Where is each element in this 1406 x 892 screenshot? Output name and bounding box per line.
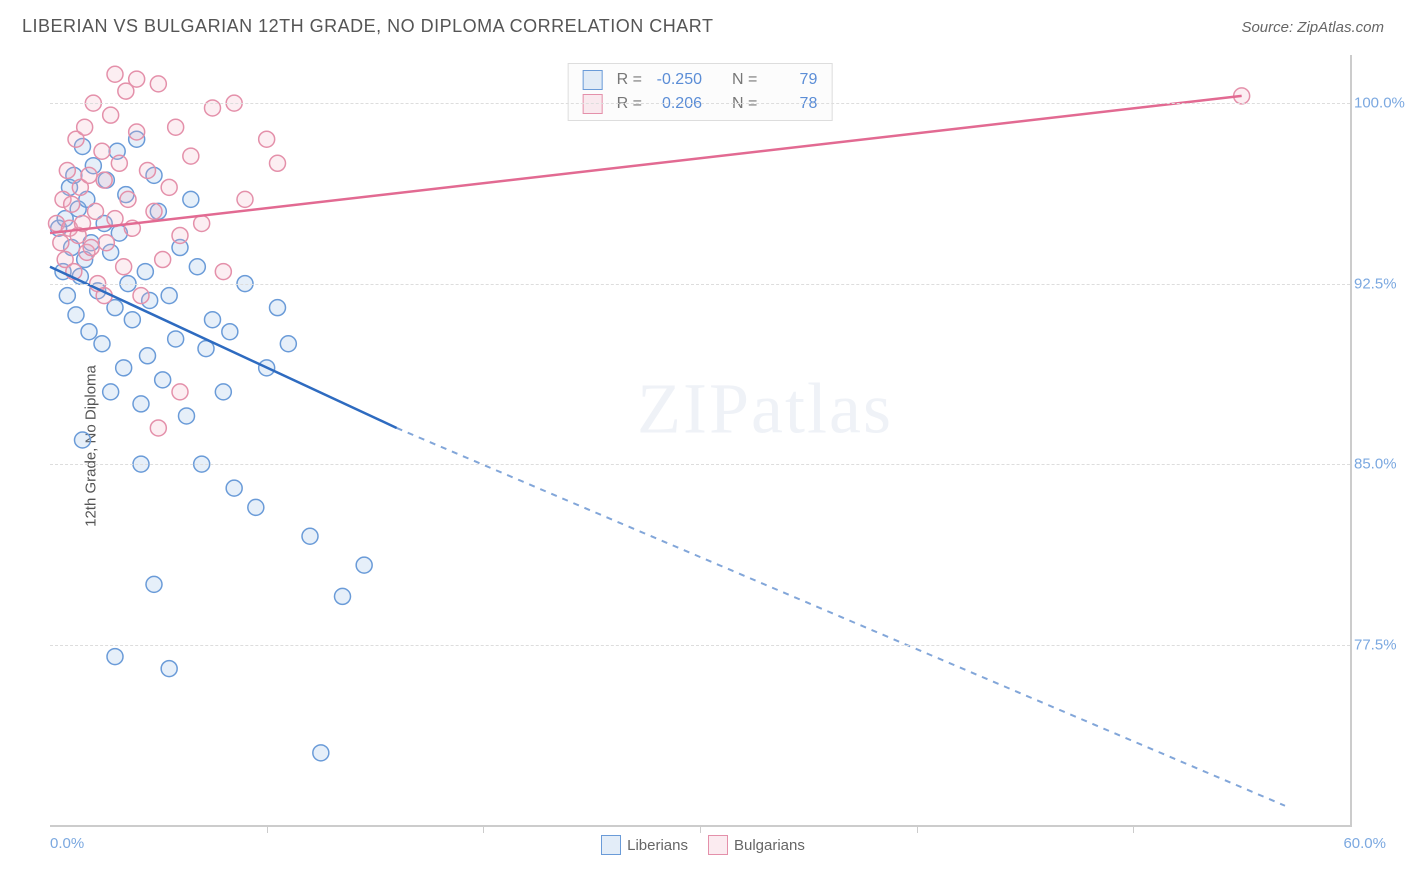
gridline-h — [50, 645, 1350, 646]
scatter-point-liberians — [75, 432, 91, 448]
chart-source: Source: ZipAtlas.com — [1241, 19, 1384, 36]
scatter-point-bulgarians — [150, 76, 166, 92]
scatter-point-liberians — [94, 336, 110, 352]
scatter-point-bulgarians — [53, 235, 69, 251]
scatter-point-bulgarians — [150, 420, 166, 436]
y-tick-label: 92.5% — [1354, 275, 1406, 292]
key-r-value: -0.250 — [650, 68, 702, 92]
x-tick — [700, 825, 701, 833]
scatter-point-bulgarians — [120, 191, 136, 207]
scatter-point-bulgarians — [194, 215, 210, 231]
scatter-point-liberians — [226, 480, 242, 496]
scatter-point-bulgarians — [259, 131, 275, 147]
plot-area: ZIPatlas R =-0.250N =79R =0.206N =78 77.… — [50, 55, 1352, 827]
scatter-point-liberians — [248, 499, 264, 515]
scatter-point-liberians — [146, 576, 162, 592]
scatter-point-bulgarians — [107, 66, 123, 82]
scatter-point-bulgarians — [155, 252, 171, 268]
chart-svg — [50, 55, 1350, 825]
y-tick-label: 85.0% — [1354, 456, 1406, 473]
scatter-point-liberians — [68, 307, 84, 323]
scatter-point-liberians — [270, 300, 286, 316]
x-tick — [267, 825, 268, 833]
y-tick-label: 77.5% — [1354, 636, 1406, 653]
scatter-point-liberians — [140, 348, 156, 364]
scatter-point-bulgarians — [94, 143, 110, 159]
correlation-key-box: R =-0.250N =79R =0.206N =78 — [568, 63, 833, 121]
y-tick-label: 100.0% — [1354, 95, 1406, 112]
scatter-point-bulgarians — [103, 107, 119, 123]
scatter-point-liberians — [116, 360, 132, 376]
swatch-liberians — [583, 70, 603, 90]
scatter-point-bulgarians — [83, 240, 99, 256]
scatter-point-liberians — [161, 661, 177, 677]
bottom-legend: Liberians Bulgarians — [0, 835, 1406, 859]
x-tick — [917, 825, 918, 833]
legend-item-bulgarians: Bulgarians — [708, 835, 805, 855]
legend-label: Bulgarians — [734, 837, 805, 854]
key-n-value: 79 — [765, 68, 817, 92]
swatch-liberians — [601, 835, 621, 855]
scatter-point-liberians — [137, 264, 153, 280]
swatch-bulgarians — [708, 835, 728, 855]
scatter-point-liberians — [205, 312, 221, 328]
scatter-point-liberians — [81, 324, 97, 340]
scatter-point-bulgarians — [270, 155, 286, 171]
scatter-point-liberians — [313, 745, 329, 761]
scatter-point-bulgarians — [129, 124, 145, 140]
trend-line-dashed-liberians — [397, 428, 1285, 806]
scatter-point-bulgarians — [111, 155, 127, 171]
scatter-point-bulgarians — [81, 167, 97, 183]
scatter-point-bulgarians — [237, 191, 253, 207]
scatter-point-liberians — [215, 384, 231, 400]
scatter-point-bulgarians — [96, 172, 112, 188]
chart-header: LIBERIAN VS BULGARIAN 12TH GRADE, NO DIP… — [22, 16, 1384, 37]
key-n-label: N = — [732, 68, 757, 92]
scatter-point-bulgarians — [77, 119, 93, 135]
scatter-point-liberians — [59, 288, 75, 304]
scatter-point-bulgarians — [215, 264, 231, 280]
scatter-point-bulgarians — [98, 235, 114, 251]
scatter-point-liberians — [107, 649, 123, 665]
gridline-h — [50, 284, 1350, 285]
scatter-point-liberians — [124, 312, 140, 328]
scatter-point-liberians — [302, 528, 318, 544]
scatter-point-bulgarians — [64, 196, 80, 212]
scatter-point-bulgarians — [133, 288, 149, 304]
key-row-liberians: R = -0.250 N = 79 — [583, 68, 818, 92]
chart-title: LIBERIAN VS BULGARIAN 12TH GRADE, NO DIP… — [22, 16, 713, 37]
scatter-point-liberians — [161, 288, 177, 304]
gridline-h — [50, 464, 1350, 465]
scatter-point-liberians — [335, 588, 351, 604]
scatter-point-liberians — [222, 324, 238, 340]
scatter-point-bulgarians — [183, 148, 199, 164]
scatter-point-bulgarians — [168, 119, 184, 135]
scatter-point-liberians — [280, 336, 296, 352]
scatter-point-bulgarians — [161, 179, 177, 195]
key-r-label: R = — [617, 68, 642, 92]
scatter-point-liberians — [133, 396, 149, 412]
scatter-point-liberians — [155, 372, 171, 388]
scatter-point-liberians — [189, 259, 205, 275]
scatter-point-bulgarians — [88, 203, 104, 219]
x-tick — [1133, 825, 1134, 833]
legend-item-liberians: Liberians — [601, 835, 688, 855]
scatter-point-bulgarians — [140, 163, 156, 179]
scatter-point-liberians — [183, 191, 199, 207]
legend-label: Liberians — [627, 837, 688, 854]
scatter-point-liberians — [103, 384, 119, 400]
scatter-point-liberians — [356, 557, 372, 573]
scatter-point-bulgarians — [59, 163, 75, 179]
scatter-point-bulgarians — [116, 259, 132, 275]
scatter-point-liberians — [179, 408, 195, 424]
scatter-point-bulgarians — [146, 203, 162, 219]
x-tick — [483, 825, 484, 833]
scatter-point-bulgarians — [129, 71, 145, 87]
scatter-point-bulgarians — [172, 227, 188, 243]
gridline-h — [50, 103, 1350, 104]
scatter-point-liberians — [168, 331, 184, 347]
scatter-point-bulgarians — [172, 384, 188, 400]
